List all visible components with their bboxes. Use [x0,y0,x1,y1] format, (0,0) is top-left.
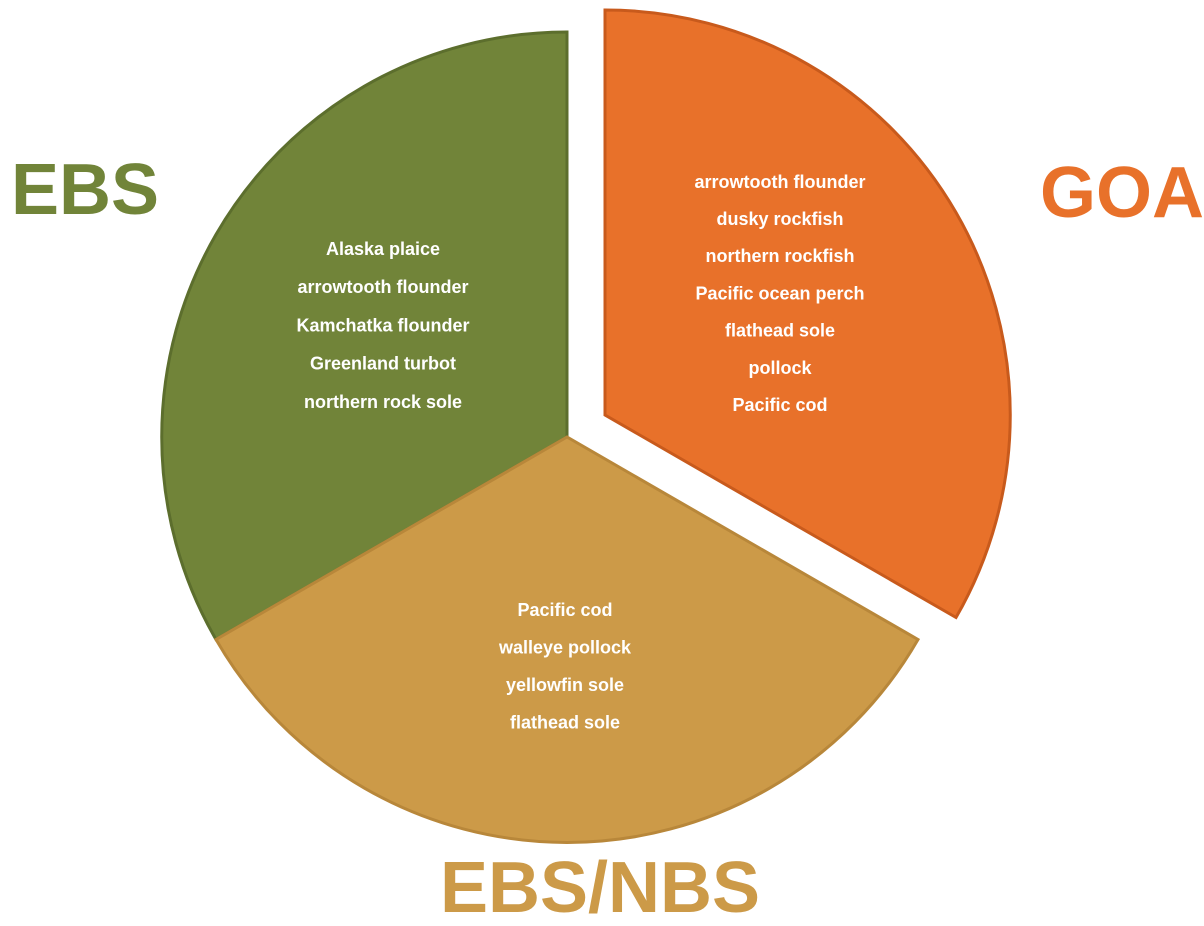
region-label: EBS/NBS [440,848,760,926]
ebs-nbs-sector [213,435,921,844]
species-name: flathead sole [725,321,835,341]
species-name: northern rockfish [705,246,854,266]
species-name: Pacific cod [732,395,827,415]
species-name: Greenland turbot [310,354,456,374]
region-label: EBS [11,150,159,230]
region-label: GOA [1040,153,1204,233]
species-name: Alaska plaice [326,239,440,259]
goa-sector [603,8,1012,620]
species-name: arrowtooth flounder [298,277,469,297]
species-name: dusky rockfish [716,209,843,229]
species-name: flathead sole [510,712,620,732]
species-name: yellowfin sole [506,675,624,695]
species-name: walleye pollock [498,637,632,657]
ebs-sector [160,30,569,642]
species-name: Pacific cod [517,600,612,620]
species-name: arrowtooth flounder [695,172,866,192]
species-name: pollock [748,358,812,378]
species-name: Kamchatka flounder [296,315,469,335]
species-name: northern rock sole [304,392,462,412]
species-name: Pacific ocean perch [695,283,864,303]
